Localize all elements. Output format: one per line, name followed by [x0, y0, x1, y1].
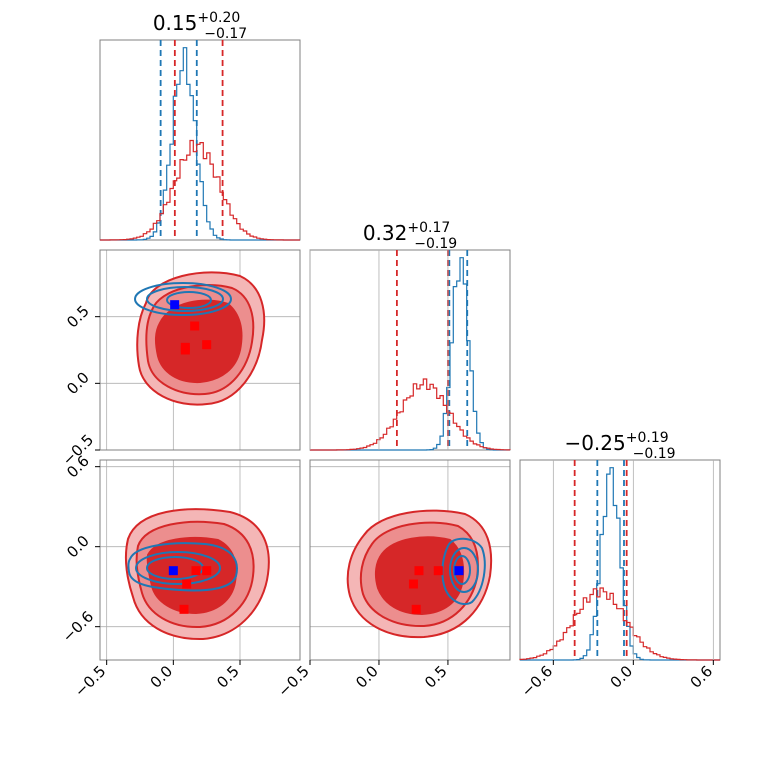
panel-diagonal-2: 0.32+0.17 −0.19 — [309, 220, 511, 451]
y-tick-label: 0.0 — [63, 532, 93, 562]
histogram-series — [520, 467, 720, 661]
contour-inner — [166, 291, 212, 309]
red-marker — [182, 579, 192, 589]
panel-contour-r2c1: 0.50.0−0.5 — [59, 249, 301, 469]
red-marker — [202, 566, 212, 576]
panel-diagonal-1: 0.15+0.20 −0.17 — [99, 10, 301, 241]
y-tick-label: −0.6 — [59, 607, 97, 645]
contour-inner — [453, 555, 471, 585]
x-tick-label: −0.5 — [71, 662, 109, 700]
histogram-series — [519, 587, 720, 661]
marker-layer — [170, 300, 212, 355]
blue-marker — [454, 566, 464, 576]
x-axis: −0.6 0.0 0.6 — [518, 660, 716, 701]
panel-title: 0.15+0.20 −0.17 — [153, 10, 247, 42]
contour-inner — [374, 536, 465, 616]
title-value: 0.32 — [363, 221, 408, 245]
red-marker — [180, 345, 190, 355]
x-tick-label: 0.5 — [213, 662, 243, 692]
panel-frame — [99, 39, 301, 241]
red-marker — [179, 604, 189, 614]
red-marker — [191, 566, 201, 576]
panel-frame — [309, 459, 511, 661]
panel-diagonal-3: −0.25+0.19 −0.19 — [519, 430, 721, 661]
blue-contours — [134, 282, 232, 316]
contour-outer — [127, 542, 238, 592]
x-tick-label: 0.0 — [147, 662, 177, 692]
histogram-layer — [309, 250, 511, 451]
contour-middle — [146, 286, 224, 312]
marker-layer — [168, 566, 212, 614]
title-minus: −0.19 — [414, 236, 457, 252]
x-tick-label: 0.5 — [421, 662, 451, 692]
panel-title: 0.32+0.17 −0.19 — [363, 220, 457, 252]
red-marker — [202, 340, 212, 350]
red-marker — [190, 321, 200, 331]
red-marker — [411, 604, 421, 614]
contour-middle — [135, 551, 221, 585]
histogram-series — [100, 47, 300, 241]
panel-frame — [309, 249, 511, 451]
red-marker — [414, 566, 424, 576]
red-marker — [433, 566, 443, 576]
histogram-series — [310, 257, 510, 451]
marker-layer — [408, 566, 464, 614]
blue-marker — [168, 566, 178, 576]
panel-frame — [99, 249, 301, 451]
title-plus: +0.20 — [197, 10, 240, 26]
histogram-series — [100, 139, 300, 241]
x-tick-label: 0.0 — [607, 662, 637, 692]
y-axis: 0.50.0−0.5 — [59, 302, 100, 469]
y-tick-label: 0.0 — [63, 369, 93, 399]
contour-inner — [154, 299, 243, 384]
histogram-layer — [100, 40, 300, 241]
title-plus: +0.17 — [407, 220, 450, 236]
histogram-layer — [519, 460, 720, 661]
x-tick-label: 0.0 — [352, 662, 382, 692]
y-tick-label: 0.5 — [63, 302, 93, 332]
x-tick-label: 0.6 — [687, 662, 717, 692]
title-plus: +0.19 — [626, 430, 669, 446]
x-axis: −0.5 0.0 0.5 — [274, 660, 451, 701]
title-value: 0.15 — [153, 11, 198, 35]
contour-outer — [134, 282, 232, 316]
title-value: −0.25 — [564, 431, 625, 455]
panel-frame — [99, 459, 301, 661]
x-tick-label: −0.5 — [274, 662, 312, 700]
x-axis: −0.5 0.0 0.5 — [71, 660, 243, 701]
red-marker — [408, 579, 418, 589]
histogram-series — [310, 378, 511, 451]
panel-title: −0.25+0.19 −0.19 — [564, 430, 675, 462]
title-minus: −0.19 — [633, 446, 676, 462]
panel-contour-r3c2: −0.5 0.0 0.5 — [274, 459, 511, 701]
x-tick-label: −0.6 — [518, 662, 556, 700]
red-contours — [136, 271, 266, 406]
panel-contour-r3c1: −0.5 0.0 0.5 0.60.0−0.6 — [59, 452, 301, 701]
blue-marker — [170, 300, 180, 310]
panel-frame — [519, 459, 721, 661]
y-axis: 0.60.0−0.6 — [59, 452, 100, 646]
title-minus: −0.17 — [204, 26, 247, 42]
contour-middle — [449, 547, 479, 593]
